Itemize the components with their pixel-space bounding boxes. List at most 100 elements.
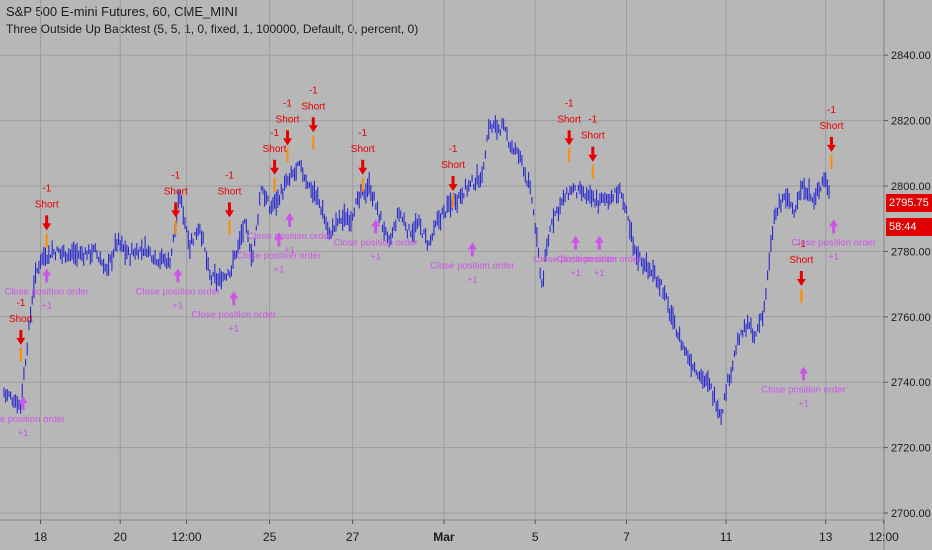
close-arrow-icon bbox=[18, 396, 28, 411]
short-arrow-icon bbox=[588, 146, 598, 162]
short-label: Short bbox=[819, 121, 843, 132]
time-tick-label: 25 bbox=[263, 530, 277, 544]
short-label: Short bbox=[557, 114, 581, 125]
close-label: Close position order bbox=[247, 231, 332, 242]
short-arrow-icon bbox=[171, 202, 181, 218]
close-arrow-icon bbox=[229, 291, 239, 306]
short-label: Short bbox=[301, 101, 325, 112]
short-qty-label: -1 bbox=[171, 170, 180, 181]
short-qty-label: -1 bbox=[827, 105, 836, 116]
short-qty-label: -1 bbox=[358, 128, 367, 139]
last-price-tag: 2795.75 bbox=[886, 194, 932, 212]
short-arrow-icon bbox=[448, 176, 458, 192]
close-arrow-icon bbox=[571, 235, 581, 250]
price-tick-label: 2780.00 bbox=[891, 246, 931, 258]
close-label: Close position order bbox=[237, 251, 322, 262]
short-qty-label: -1 bbox=[588, 115, 597, 126]
time-tick-label: 7 bbox=[623, 530, 630, 544]
short-qty-label: -1 bbox=[42, 183, 51, 194]
short-label: Short bbox=[581, 131, 605, 142]
time-tick-label: 5 bbox=[532, 530, 539, 544]
time-tick-label: 12:00 bbox=[172, 530, 202, 544]
short-label: Short bbox=[217, 186, 241, 197]
close-label: Close position order bbox=[333, 237, 418, 248]
close-qty-label: +1 bbox=[467, 274, 478, 285]
short-arrow-icon bbox=[16, 329, 26, 345]
close-arrow-icon bbox=[274, 232, 284, 247]
short-label: Short bbox=[276, 114, 300, 125]
countdown-tag: 58:44 bbox=[886, 218, 932, 236]
short-arrow-icon bbox=[796, 270, 806, 286]
price-tick-label: 2800.00 bbox=[891, 181, 931, 193]
study-legend[interactable]: Three Outside Up Backtest (5, 5, 1, 0, f… bbox=[6, 22, 419, 36]
short-arrow-icon bbox=[358, 159, 368, 175]
close-qty-label: +1 bbox=[370, 251, 381, 262]
close-label: Close position order bbox=[791, 237, 876, 248]
price-tick-label: 2840.00 bbox=[891, 50, 931, 62]
close-qty-label: +1 bbox=[570, 268, 581, 279]
time-tick-label: 13 bbox=[819, 530, 833, 544]
close-arrow-icon bbox=[467, 242, 477, 257]
price-tick-label: 2700.00 bbox=[891, 508, 931, 520]
time-tick-label: 20 bbox=[114, 530, 128, 544]
price-tick-label: 2720.00 bbox=[891, 443, 931, 455]
short-qty-label: -1 bbox=[449, 144, 458, 155]
close-qty-label: +1 bbox=[594, 268, 605, 279]
time-tick-label: 18 bbox=[34, 530, 48, 544]
close-qty-label: +1 bbox=[172, 300, 183, 311]
price-axis[interactable]: 2700.00 2720.00 2740.00 2760.00 2780.00 2800.… bbox=[883, 0, 931, 550]
close-label: Close position order bbox=[0, 414, 65, 425]
close-arrow-icon bbox=[594, 235, 604, 250]
ohlc-bars bbox=[3, 115, 830, 425]
close-label: Close position order bbox=[557, 254, 642, 265]
time-tick-label: Mar bbox=[433, 530, 455, 544]
short-label: Short bbox=[441, 160, 465, 171]
time-tick-label: 12:00 bbox=[869, 530, 899, 544]
symbol-title: S&P 500 E-mini Futures, 60, CME_MINI bbox=[6, 4, 238, 19]
short-label: Short bbox=[164, 186, 188, 197]
short-label: Short bbox=[263, 144, 287, 155]
price-tick-label: 2820.00 bbox=[891, 116, 931, 128]
close-qty-label: +1 bbox=[798, 399, 809, 410]
close-arrow-icon bbox=[371, 219, 381, 234]
close-arrow-icon bbox=[285, 212, 295, 227]
short-qty-label: -1 bbox=[797, 239, 806, 250]
price-tick-label: 2760.00 bbox=[891, 312, 931, 324]
time-axis[interactable]: 18 20 12:00 25 27 Mar 5 7 11 13 12:00 bbox=[0, 519, 899, 544]
close-qty-label: +1 bbox=[41, 300, 52, 311]
close-qty-label: +1 bbox=[228, 323, 239, 334]
short-label: Short bbox=[789, 255, 813, 266]
short-arrow-icon bbox=[224, 202, 234, 218]
price-tick-label: 2740.00 bbox=[891, 377, 931, 389]
close-qty-label: +1 bbox=[284, 245, 295, 256]
short-arrow-icon bbox=[826, 136, 836, 152]
close-qty-label: +1 bbox=[828, 251, 839, 262]
close-label: Close position order bbox=[192, 309, 277, 320]
short-arrow-icon bbox=[42, 215, 52, 231]
close-arrow-icon bbox=[42, 268, 52, 283]
close-label: Close position order bbox=[430, 260, 515, 271]
short-label: Short bbox=[351, 144, 375, 155]
close-qty-label: +1 bbox=[273, 265, 284, 276]
short-arrow-icon bbox=[308, 117, 318, 133]
short-qty-label: -1 bbox=[565, 98, 574, 109]
time-tick-label: 27 bbox=[346, 530, 360, 544]
short-arrow-icon bbox=[283, 130, 292, 146]
short-qty-label: -1 bbox=[283, 98, 292, 109]
close-qty-label: +1 bbox=[18, 428, 29, 439]
short-label: Short bbox=[35, 199, 59, 210]
close-label: Close position order bbox=[136, 286, 221, 297]
short-arrow-icon bbox=[270, 159, 280, 175]
close-arrow-icon bbox=[799, 366, 808, 381]
short-qty-label: -1 bbox=[16, 298, 25, 309]
close-label: Close position order bbox=[4, 286, 89, 297]
close-arrow-icon bbox=[829, 219, 839, 234]
short-arrow-icon bbox=[564, 130, 574, 146]
short-qty-label: -1 bbox=[270, 128, 279, 139]
short-qty-label: -1 bbox=[225, 170, 234, 181]
close-label: Close position order bbox=[533, 254, 618, 265]
short-label: Short bbox=[9, 314, 33, 325]
short-qty-label: -1 bbox=[309, 85, 318, 96]
